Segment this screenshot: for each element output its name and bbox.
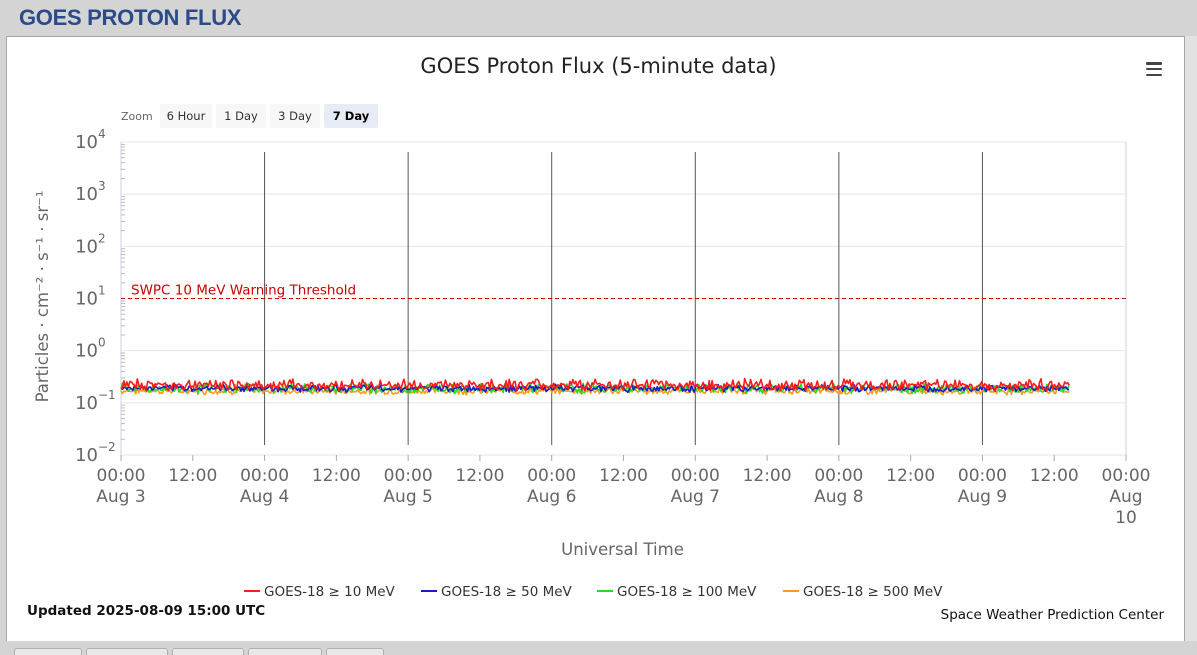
legend-item-500mev[interactable]: GOES-18 ≥ 500 MeV bbox=[783, 584, 942, 600]
legend-label-500mev: GOES-18 ≥ 500 MeV bbox=[803, 584, 943, 600]
legend-swatch-50mev bbox=[421, 590, 437, 592]
x-tick-time: 00:00 bbox=[97, 466, 146, 486]
x-tick-date: Aug 8 bbox=[814, 487, 863, 507]
updated-timestamp: Updated 2025-08-09 15:00 UTC bbox=[27, 603, 266, 619]
x-tick-date: Aug 4 bbox=[240, 487, 289, 507]
series-line-1 bbox=[120, 383, 1070, 393]
x-tick-date: Aug 6 bbox=[527, 487, 576, 507]
legend-label-10mev: GOES-18 ≥ 10 MeV bbox=[264, 584, 395, 600]
zoom-3-day-button[interactable]: 3 Day bbox=[270, 104, 320, 128]
y-tick-exponent: 1 bbox=[98, 284, 106, 298]
y-axis-title: Particles · cm⁻² · s⁻¹ · sr⁻¹ bbox=[33, 191, 52, 403]
legend-swatch-500mev bbox=[783, 590, 799, 592]
zoom-7-day-button[interactable]: 7 Day bbox=[324, 104, 378, 128]
x-tick-date: Aug 3 bbox=[96, 487, 145, 507]
zoom-6-hour-button[interactable]: 6 Hour bbox=[160, 104, 212, 128]
y-tick-exponent: 3 bbox=[98, 179, 106, 193]
x-tick-date: Aug 5 bbox=[383, 487, 432, 507]
scrollbar-track[interactable] bbox=[1185, 36, 1197, 641]
legend-label-50mev: GOES-18 ≥ 50 MeV bbox=[441, 584, 572, 600]
x-tick-time: 00:00 bbox=[240, 466, 289, 486]
x-tick-time: 00:00 bbox=[958, 466, 1007, 486]
chart-title: GOES Proton Flux (5-minute data) bbox=[420, 54, 777, 78]
x-tick-time: 00:00 bbox=[527, 466, 576, 486]
legend-label-100mev: GOES-18 ≥ 100 MeV bbox=[617, 584, 757, 600]
y-tick-label: 10 bbox=[75, 341, 98, 362]
y-tick-label: 10 bbox=[75, 184, 98, 205]
zoom-1-day-button[interactable]: 1 Day bbox=[216, 104, 266, 128]
legend-item-10mev[interactable]: GOES-18 ≥ 10 MeV bbox=[244, 584, 395, 600]
x-tick-time: 12:00 bbox=[743, 466, 792, 486]
chart-menu-icon[interactable] bbox=[1146, 62, 1162, 77]
y-tick-label: 10 bbox=[75, 236, 98, 257]
bottom-strip bbox=[0, 641, 1197, 652]
chart-panel bbox=[6, 36, 1185, 642]
series-line-0 bbox=[120, 377, 1070, 392]
x-tick-time: 12:00 bbox=[455, 466, 504, 486]
y-tick-label: 10 bbox=[75, 289, 98, 310]
x-tick-time: 00:00 bbox=[671, 466, 720, 486]
credit-text: Space Weather Prediction Center bbox=[940, 607, 1164, 623]
page-title: GOES PROTON FLUX bbox=[19, 5, 242, 30]
y-tick-exponent: −2 bbox=[98, 440, 116, 454]
x-tick-time: 12:00 bbox=[312, 466, 361, 486]
legend-item-100mev[interactable]: GOES-18 ≥ 100 MeV bbox=[597, 584, 756, 600]
x-tick-time: 12:00 bbox=[886, 466, 935, 486]
legend-swatch-10mev bbox=[244, 590, 260, 592]
y-tick-label: 10 bbox=[75, 445, 98, 466]
x-tick-time: 12:00 bbox=[168, 466, 217, 486]
page-header: GOES PROTON FLUX bbox=[0, 0, 1197, 36]
legend: GOES-18 ≥ 10 MeV GOES-18 ≥ 50 MeV GOES-1… bbox=[0, 584, 1197, 604]
y-tick-label: 10 bbox=[75, 393, 98, 414]
x-tick-date: Aug bbox=[1109, 487, 1142, 507]
y-tick-exponent: 0 bbox=[98, 336, 106, 350]
y-tick-exponent: −1 bbox=[98, 388, 116, 402]
y-tick-exponent: 2 bbox=[98, 231, 106, 245]
x-axis-title: Universal Time bbox=[561, 540, 684, 559]
zoom-label: Zoom bbox=[121, 110, 153, 123]
x-tick-time: 00:00 bbox=[384, 466, 433, 486]
x-tick-date-day: 10 bbox=[1115, 508, 1137, 528]
x-tick-time: 12:00 bbox=[1030, 466, 1079, 486]
x-tick-date: Aug 7 bbox=[671, 487, 720, 507]
x-tick-date: Aug 9 bbox=[958, 487, 1007, 507]
x-tick-time: 12:00 bbox=[599, 466, 648, 486]
x-tick-time: 00:00 bbox=[1102, 466, 1151, 486]
y-tick-label: 10 bbox=[75, 132, 98, 153]
x-tick-time: 00:00 bbox=[814, 466, 863, 486]
y-tick-exponent: 4 bbox=[98, 127, 106, 141]
legend-item-50mev[interactable]: GOES-18 ≥ 50 MeV bbox=[421, 584, 572, 600]
legend-swatch-100mev bbox=[597, 590, 613, 592]
threshold-label: SWPC 10 MeV Warning Threshold bbox=[131, 283, 356, 299]
